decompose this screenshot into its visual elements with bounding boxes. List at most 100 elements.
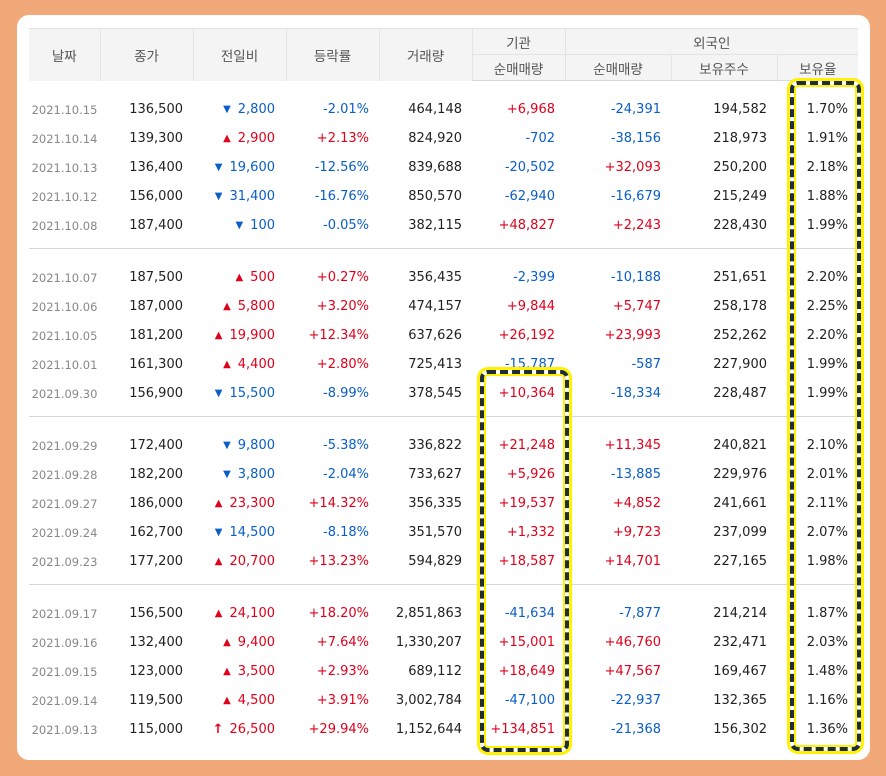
rate-cell: +3.91% [316, 693, 369, 708]
inst-net-cell: -62,940 [504, 189, 555, 204]
holdings-cell: 240,821 [713, 438, 767, 453]
change-cell: ▲ 20,700 [193, 547, 286, 576]
table-row: 2021.10.14 139,300 ▲ 2,900 +2.13% 824,920 -702… [29, 124, 858, 153]
table-row: 2021.10.15 136,500 ▼ 2,800 -2.01% 464,148 +6,9… [29, 95, 858, 124]
holdings-cell: 218,973 [713, 131, 767, 146]
rate-cell: -2.04% [323, 467, 369, 482]
inst-net-cell: -41,634 [504, 606, 555, 621]
table-body: 2021.10.15 136,500 ▼ 2,800 -2.01% 464,148 +6,9… [29, 81, 859, 745]
inst-net-cell: +26,192 [498, 328, 555, 343]
foreign-net-cell: -13,885 [610, 467, 661, 482]
change-value: 4,500 [237, 693, 275, 708]
change-value: 2,900 [237, 131, 275, 146]
triangle-up-icon: ▲ [223, 637, 231, 648]
inst-net-cell: +134,851 [490, 722, 555, 737]
volume-cell: 850,570 [408, 189, 462, 204]
table-row: 2021.10.05 181,200 ▲ 19,900 +12.34% 637,626 +2… [29, 321, 858, 350]
foreign-net-cell: -7,877 [619, 606, 661, 621]
date-cell: 2021.09.27 [31, 496, 98, 511]
rate-cell: +2.13% [316, 131, 369, 146]
change-cell: ▲ 5,800 [193, 292, 286, 321]
volume-cell: 689,112 [408, 664, 462, 679]
rate-cell: +18.20% [308, 606, 369, 621]
inst-net-cell: +9,844 [506, 299, 555, 314]
change-cell: ▲ 4,400 [193, 350, 286, 379]
volume-cell: 3,002,784 [395, 693, 462, 708]
holdings-cell: 228,487 [713, 386, 767, 401]
holdings-cell: 258,178 [713, 299, 767, 314]
inst-net-cell: +5,926 [506, 467, 555, 482]
triangle-up-icon: ▲ [223, 301, 231, 312]
change-cell: ▲ 3,500 [193, 657, 286, 686]
rate-cell: +3.20% [316, 299, 369, 314]
triangle-down-icon: ▼ [214, 527, 223, 538]
header-change: 전일비 [192, 28, 286, 81]
date-cell: 2021.09.23 [31, 554, 98, 569]
holdings-cell: 228,430 [713, 218, 767, 233]
volume-cell: 356,335 [408, 496, 462, 511]
inst-net-cell: -20,502 [504, 160, 555, 175]
date-cell: 2021.09.14 [31, 693, 98, 708]
volume-cell: 464,148 [408, 102, 462, 117]
close-cell: 187,000 [129, 299, 183, 314]
change-cell: ▼ 19,600 [193, 153, 286, 182]
change-cell: ▲ 24,100 [193, 599, 286, 628]
change-value: 31,400 [229, 189, 276, 204]
header-foreign-net: 순매매량 [564, 54, 671, 81]
table-row: 2021.09.16 132,400 ▲ 9,400 +7.64% 1,330,207 +1… [29, 628, 858, 657]
change-cell: ▲ 2,900 [193, 124, 286, 153]
table-row: 2021.09.28 182,200 ▼ 3,800 -2.04% 733,627 +5,9… [29, 460, 858, 489]
change-value: 5,800 [237, 299, 275, 314]
date-cell: 2021.10.01 [31, 357, 98, 372]
volume-cell: 839,688 [408, 160, 462, 175]
foreign-net-cell: -18,334 [610, 386, 661, 401]
volume-cell: 351,570 [408, 525, 462, 540]
ratio-cell: 1.99% [806, 357, 849, 372]
date-cell: 2021.09.15 [31, 664, 98, 679]
ratio-cell: 1.48% [806, 664, 849, 679]
inst-net-cell: +1,332 [506, 525, 555, 540]
rate-cell: -2.01% [323, 102, 369, 117]
date-cell: 2021.09.30 [31, 386, 98, 401]
holdings-cell: 214,214 [713, 606, 767, 621]
change-value: 500 [250, 270, 275, 285]
holdings-cell: 232,471 [713, 635, 767, 650]
triangle-down-icon: ▼ [235, 220, 244, 231]
holdings-cell: 250,200 [713, 160, 767, 175]
inst-net-cell: +10,364 [498, 386, 555, 401]
ratio-cell: 1.91% [806, 131, 849, 146]
foreign-net-cell: -16,679 [610, 189, 661, 204]
change-cell: ▲ 23,300 [193, 489, 286, 518]
foreign-net-cell: +11,345 [604, 438, 661, 453]
date-cell: 2021.09.28 [31, 467, 98, 482]
date-cell: 2021.09.29 [31, 438, 98, 453]
triangle-up-icon: ▲ [223, 695, 231, 706]
stock-trading-panel: 날짜 종가 전일비 등락률 거래량 기관 외국인 순매매량 순매매량 보유주수 … [17, 15, 870, 760]
foreign-net-cell: -38,156 [610, 131, 661, 146]
foreign-net-cell: +46,760 [604, 635, 661, 650]
ratio-cell: 1.99% [806, 218, 849, 233]
close-cell: 181,200 [129, 328, 183, 343]
close-cell: 136,400 [129, 160, 183, 175]
volume-cell: 382,115 [408, 218, 462, 233]
table-row: 2021.09.27 186,000 ▲ 23,300 +14.32% 356,335 +1… [29, 489, 858, 518]
change-value: 3,800 [237, 467, 275, 482]
change-cell: ▼ 2,800 [193, 95, 286, 124]
triangle-down-icon: ▼ [223, 440, 231, 451]
close-cell: 156,500 [129, 606, 183, 621]
holdings-cell: 215,249 [713, 189, 767, 204]
table-row: 2021.09.13 115,000 ↑ 26,500 +29.94% 1,152,644… [29, 715, 858, 744]
inst-net-cell: -702 [525, 131, 555, 146]
ratio-cell: 2.07% [806, 525, 849, 540]
foreign-net-cell: +5,747 [612, 299, 661, 314]
rate-cell: +14.32% [308, 496, 369, 511]
holdings-cell: 252,262 [713, 328, 767, 343]
header-ratio: 보유율 [776, 54, 859, 81]
close-cell: 139,300 [129, 131, 183, 146]
close-cell: 187,500 [129, 270, 183, 285]
holdings-cell: 237,099 [713, 525, 767, 540]
close-cell: 186,000 [129, 496, 183, 511]
change-value: 9,800 [237, 438, 275, 453]
date-cell: 2021.10.06 [31, 299, 98, 314]
foreign-net-cell: +14,701 [604, 554, 661, 569]
